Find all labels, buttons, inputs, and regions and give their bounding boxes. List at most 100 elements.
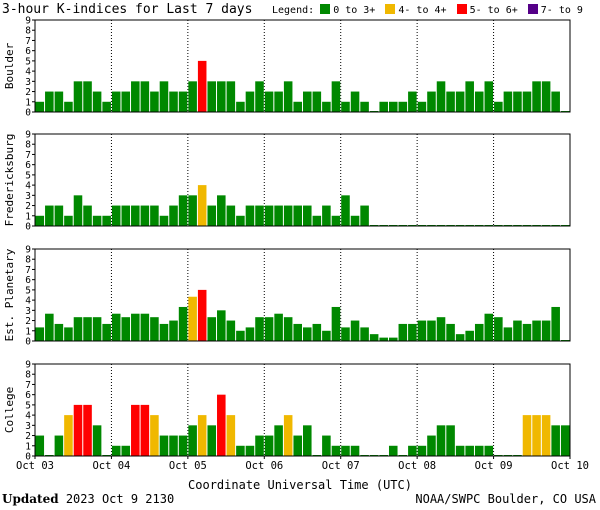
k-index-bar xyxy=(131,81,140,112)
k-index-bar xyxy=(293,101,302,112)
k-index-bar xyxy=(331,81,341,112)
x-tick-label: Oct 07 xyxy=(322,460,360,472)
k-index-bar xyxy=(398,101,408,112)
panel-frame xyxy=(34,133,571,227)
k-index-bar xyxy=(341,195,350,226)
k-index-bar xyxy=(369,334,379,341)
k-index-bar xyxy=(283,317,293,341)
x-axis-title: Coordinate Universal Time (UTC) xyxy=(188,478,412,492)
k-index-bar xyxy=(217,394,226,456)
k-index-bar xyxy=(350,320,360,341)
k-index-bar xyxy=(388,337,398,341)
k-index-bar xyxy=(494,317,503,341)
k-index-bar xyxy=(83,81,92,112)
k-index-bar xyxy=(283,205,293,226)
legend-item-label: 0 to 3+ xyxy=(333,5,376,16)
k-index-bar xyxy=(83,317,92,341)
k-index-bar xyxy=(312,91,322,112)
legend-swatch xyxy=(320,4,331,14)
k-index-bar xyxy=(35,327,45,341)
y-tick-label: 3 xyxy=(25,306,31,317)
k-index-bar xyxy=(360,205,369,226)
k-index-bar xyxy=(140,81,150,112)
k-index-bar xyxy=(274,313,283,341)
k-index-bar xyxy=(350,215,360,226)
y-tick-label: 6 xyxy=(25,390,31,401)
k-index-bar xyxy=(532,320,541,341)
k-index-bar xyxy=(92,425,102,456)
k-index-bar xyxy=(522,323,532,341)
k-index-bar xyxy=(255,317,264,341)
y-tick-label: 9 xyxy=(25,16,31,27)
x-tick-label: Oct 10 xyxy=(551,460,589,472)
k-index-bar xyxy=(140,404,150,456)
k-index-bar xyxy=(551,306,560,341)
k-index-bar xyxy=(226,415,236,456)
k-index-bar xyxy=(446,323,455,341)
k-index-bar xyxy=(417,101,427,112)
k-index-bar xyxy=(54,91,64,112)
k-index-bar xyxy=(121,445,131,456)
k-index-bar xyxy=(360,101,369,112)
k-index-bar xyxy=(197,185,207,226)
k-index-bar xyxy=(474,91,484,112)
y-tick-label: 9 xyxy=(25,360,31,371)
updated-timestamp: Updated 2023 Oct 9 2130 xyxy=(2,492,174,506)
k-index-bar xyxy=(350,91,360,112)
k-index-bar xyxy=(111,205,121,226)
k-index-bar xyxy=(255,81,264,112)
k-index-bar xyxy=(45,313,54,341)
k-index-bar xyxy=(121,91,131,112)
k-index-bar xyxy=(274,425,283,456)
k-index-bar xyxy=(54,205,64,226)
k-index-bar xyxy=(283,415,293,456)
k-index-bar xyxy=(64,215,73,226)
x-tick-label: Oct 04 xyxy=(92,460,130,472)
k-index-bar xyxy=(178,435,188,456)
k-index-bar xyxy=(121,205,131,226)
k-index-bar xyxy=(245,91,255,112)
k-index-bar xyxy=(436,81,446,112)
k-index-bar xyxy=(92,91,102,112)
x-tick-label: Oct 03 xyxy=(16,460,54,472)
k-index-bar xyxy=(388,101,398,112)
k-index-bar xyxy=(455,334,465,341)
k-index-bar xyxy=(236,330,245,341)
k-index-bar xyxy=(331,306,341,341)
k-index-bar xyxy=(102,323,111,341)
k-index-bar xyxy=(293,323,302,341)
k-index-bar xyxy=(159,81,169,112)
k-index-bar xyxy=(322,330,331,341)
k-index-bar xyxy=(446,425,455,456)
panel-label: Boulder xyxy=(3,42,16,89)
legend-item-red: 5- to 6+ xyxy=(456,4,518,16)
y-tick-label: 1 xyxy=(25,211,31,222)
k-index-bar xyxy=(388,445,398,456)
k-index-bar xyxy=(217,195,226,226)
k-index-bar xyxy=(54,323,64,341)
k-index-bar xyxy=(150,317,159,341)
k-index-bar xyxy=(264,205,274,226)
k-index-bar xyxy=(83,404,92,456)
k-index-bar xyxy=(73,317,83,341)
k-index-bar xyxy=(64,101,73,112)
y-tick-label: 3 xyxy=(25,77,31,88)
k-index-bar xyxy=(513,320,522,341)
legend-item-purple: 7- to 9 xyxy=(527,4,583,16)
y-tick-label: 9 xyxy=(25,245,31,256)
k-index-bar xyxy=(427,435,436,456)
k-index-bar xyxy=(111,91,121,112)
k-index-bar xyxy=(322,101,331,112)
k-index-bar xyxy=(341,445,350,456)
panel-frame xyxy=(34,248,571,342)
y-tick-label: 2 xyxy=(25,431,31,442)
y-tick-label: 6 xyxy=(25,160,31,171)
k-index-bar xyxy=(379,101,388,112)
y-tick-label: 2 xyxy=(25,316,31,327)
k-index-bar xyxy=(264,435,274,456)
k-index-bar xyxy=(150,205,159,226)
k-index-bar xyxy=(398,323,408,341)
panel-label: College xyxy=(3,387,16,433)
